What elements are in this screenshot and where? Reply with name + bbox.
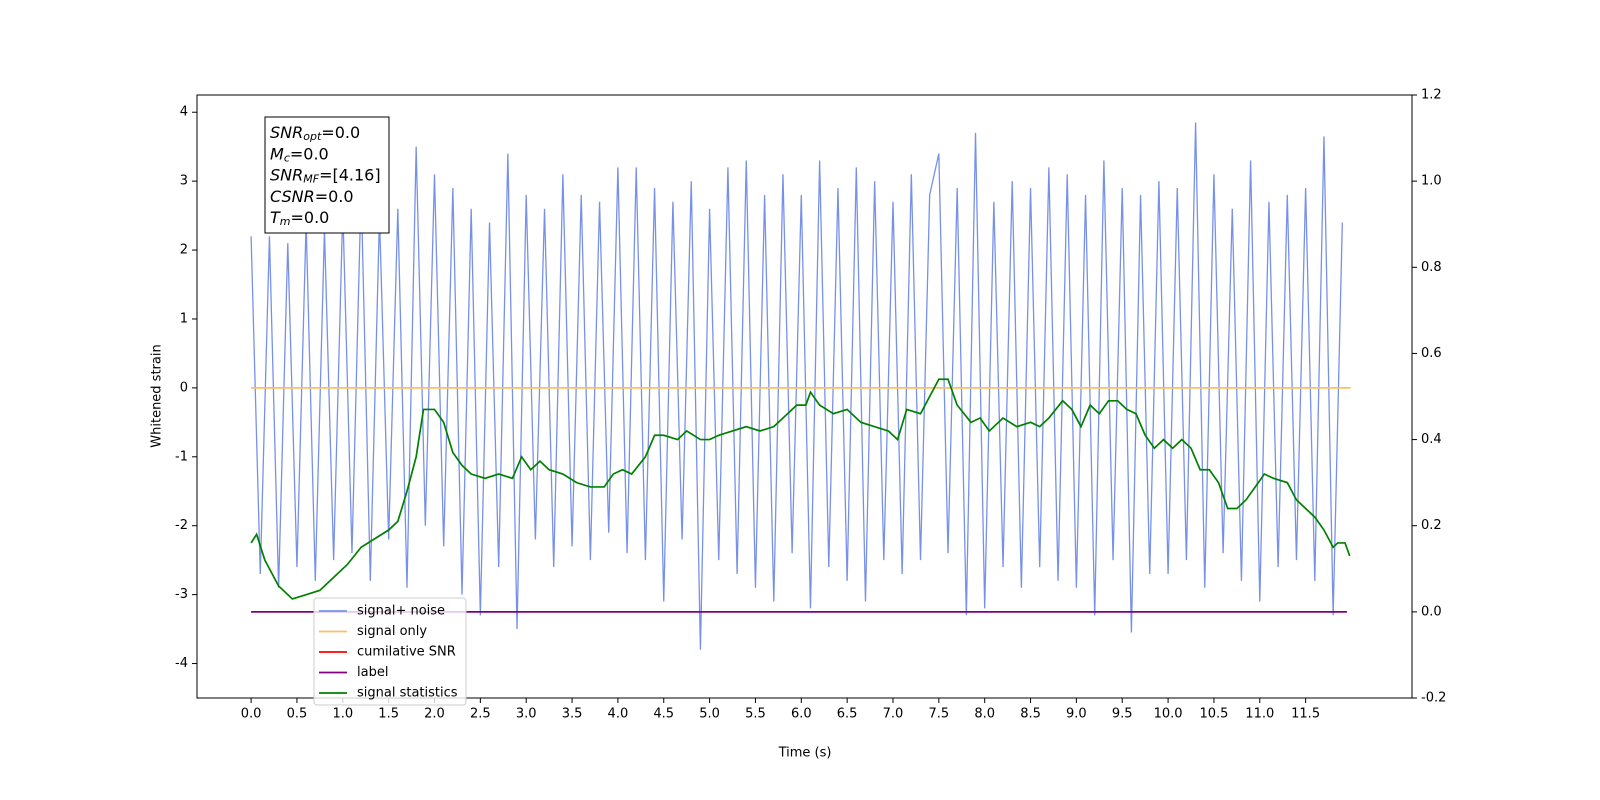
x-tick-label: 6.5 [837, 707, 858, 722]
series-line [250, 122, 1343, 650]
annotation-part: opt [303, 130, 322, 143]
x-axis-label: Time (s) [778, 746, 832, 761]
y2-tick-label: 0.2 [1421, 518, 1442, 533]
x-tick-label: 0.0 [241, 707, 262, 722]
y-tick-label: 3 [180, 174, 188, 189]
plot-frame [196, 94, 1413, 699]
x-tick-label: 0.5 [287, 707, 308, 722]
x-tick-label: 4.0 [608, 707, 629, 722]
annotation-part: m [280, 215, 291, 228]
annotation-line: SNRMF=[4.16] [270, 165, 381, 186]
x-tick-label: 1.5 [378, 707, 399, 722]
y2-tick-label: 0.4 [1421, 432, 1442, 447]
y2-tick-label: -0.2 [1421, 691, 1446, 706]
y-tick-label: -2 [175, 518, 188, 533]
annotation-part: T [270, 208, 281, 227]
x-tick-label: 3.0 [516, 707, 537, 722]
series-line [250, 378, 1351, 600]
y-tick-label: 2 [180, 243, 188, 258]
x-tick-label: 3.5 [562, 707, 583, 722]
x-tick-label: 5.0 [699, 707, 720, 722]
y-tick-label: -3 [175, 587, 188, 602]
x-tick-label: 6.0 [791, 707, 812, 722]
annotation-part: =[4.16] [319, 165, 381, 184]
y-tick-label: -1 [175, 449, 188, 464]
legend-label: signal only [357, 624, 427, 639]
annotation-part: CSNR [270, 186, 315, 205]
y-tick-label: 4 [180, 105, 188, 120]
x-tick-label: 10.0 [1154, 707, 1183, 722]
y2-tick-label: 1.0 [1421, 174, 1442, 189]
y2-tick-label: 0.8 [1421, 260, 1442, 275]
x-tick-label: 7.5 [928, 707, 949, 722]
annotation-part: SNR [270, 165, 303, 184]
x-tick-label: 11.0 [1245, 707, 1274, 722]
annotation-line: Tm=0.0 [270, 208, 329, 229]
x-tick-label: 2.0 [424, 707, 445, 722]
annotation-line: Mc=0.0 [270, 144, 329, 165]
annotation-part: =0.0 [315, 186, 354, 205]
annotation-line: CSNR=0.0 [270, 186, 354, 205]
x-tick-label: 4.5 [653, 707, 674, 722]
annotation-part: M [270, 144, 284, 163]
legend-label: label [357, 665, 388, 680]
annotation-part: MF [303, 173, 319, 186]
y2-tick-label: 0.0 [1421, 604, 1442, 619]
x-tick-label: 2.5 [470, 707, 491, 722]
annotation-line: SNRopt=0.0 [270, 123, 360, 144]
x-tick-label: 7.0 [883, 707, 904, 722]
x-tick-label: 10.5 [1199, 707, 1228, 722]
y-axis-label: Whitened strain [150, 344, 165, 447]
x-tick-label: 8.0 [974, 707, 995, 722]
legend-label: signal statistics [357, 686, 458, 701]
y2-tick-label: 1.2 [1421, 88, 1442, 103]
x-tick-label: 8.5 [1020, 707, 1041, 722]
x-tick-label: 1.0 [332, 707, 353, 722]
y-tick-label: -4 [175, 656, 188, 671]
legend-label: signal+ noise [357, 604, 445, 619]
x-tick-label: 11.5 [1291, 707, 1320, 722]
x-tick-label: 9.5 [1112, 707, 1133, 722]
annotation-part: SNR [270, 123, 303, 142]
annotation-part: =0.0 [291, 208, 330, 227]
y-tick-label: 1 [180, 311, 188, 326]
annotation-part: c [284, 151, 290, 164]
annotation-part: =0.0 [290, 144, 329, 163]
legend-label: cumilative SNR [357, 645, 456, 660]
annotation-box: SNRopt=0.0Mc=0.0SNRMF=[4.16]CSNR=0.0Tm=0… [264, 116, 390, 234]
annotation-frame [264, 116, 390, 234]
x-tick-label: 9.0 [1066, 707, 1087, 722]
plot-area [250, 122, 1351, 650]
y2-tick-label: 0.6 [1421, 346, 1442, 361]
x-tick-label: 5.5 [745, 707, 766, 722]
y-tick-label: 0 [180, 380, 188, 395]
legend: signal+ noise signal only cumilative SNR la… [313, 597, 467, 706]
annotation-part: =0.0 [321, 123, 360, 142]
legend-frame [313, 597, 467, 706]
